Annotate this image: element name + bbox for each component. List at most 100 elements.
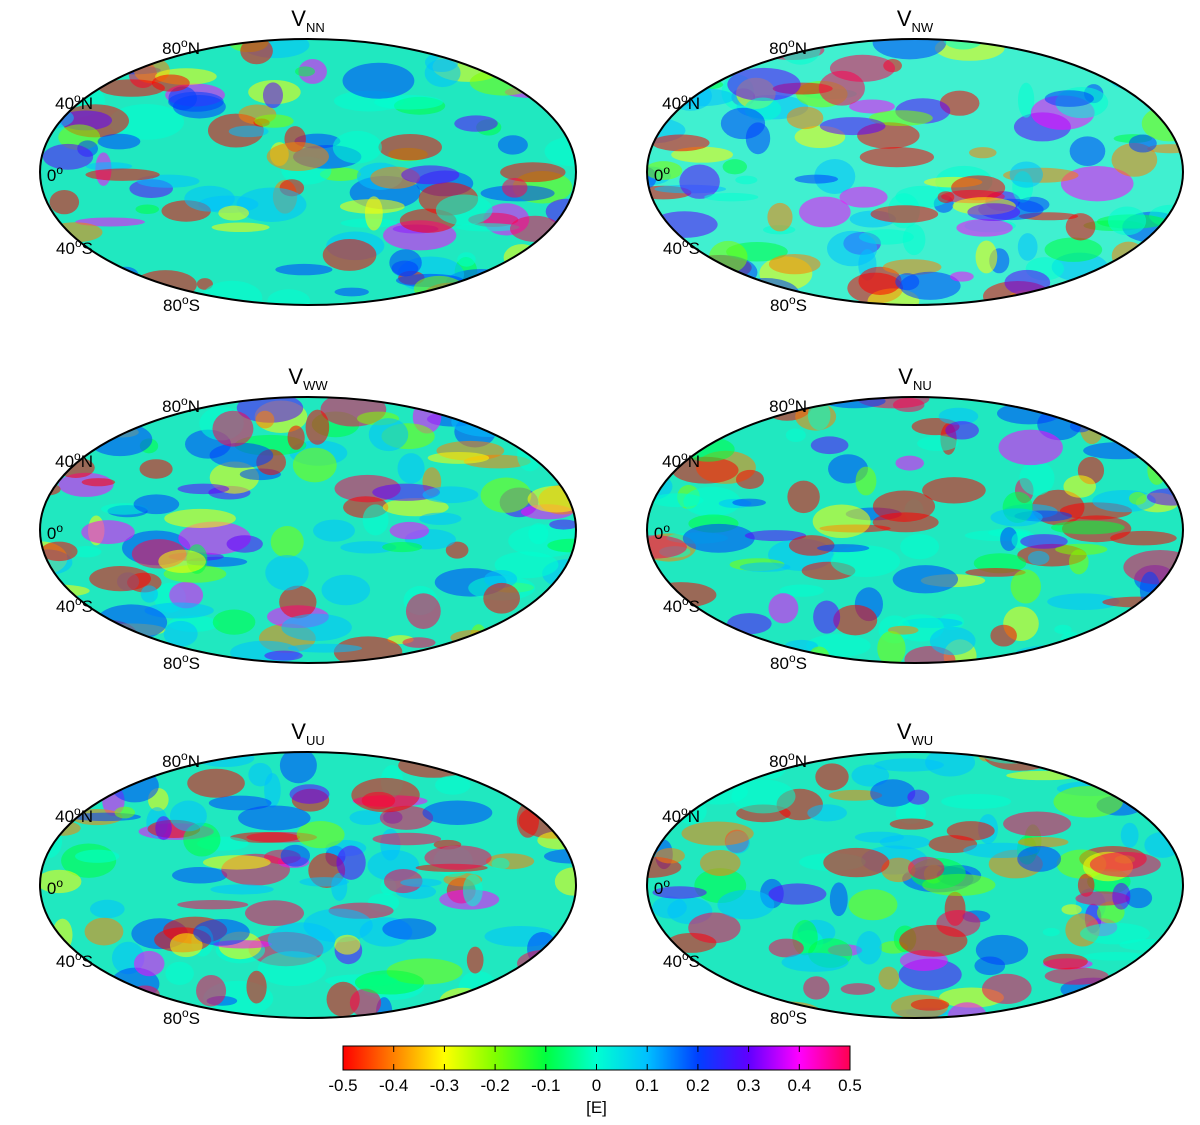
map-outline	[646, 38, 1184, 306]
lat-num: 40	[662, 94, 681, 113]
lat-num: 80	[163, 654, 182, 673]
lat-dir: N	[81, 452, 93, 471]
lat-num: 80	[769, 752, 788, 771]
lat-num: 80	[770, 1009, 789, 1028]
title-main: V	[288, 364, 303, 389]
lat-num: 40	[56, 952, 75, 971]
title-main: V	[897, 6, 912, 31]
map-outline	[39, 38, 577, 306]
lat-label: 0o	[654, 163, 670, 185]
lat-dir: N	[795, 39, 807, 58]
lat-num: 80	[770, 654, 789, 673]
lat-label: 80oN	[769, 394, 807, 416]
panel-title: VNU	[898, 364, 931, 393]
lat-num: 40	[56, 239, 75, 258]
lat-label: 80oS	[163, 651, 200, 673]
panel-title: VNN	[291, 6, 324, 35]
lat-deg: o	[789, 651, 796, 665]
lat-deg: o	[181, 749, 188, 763]
colorbar-tick-label: -0.3	[430, 1076, 459, 1095]
map-field	[647, 39, 1183, 305]
lat-dir: S	[689, 239, 700, 258]
lat-label: 40oN	[55, 449, 93, 471]
lat-label: 40oN	[662, 91, 700, 113]
lat-dir: S	[189, 654, 200, 673]
colorbar-tick-label: 0.5	[838, 1076, 862, 1095]
lat-deg: o	[789, 293, 796, 307]
colorbar-tick-label: 0.4	[787, 1076, 811, 1095]
lat-dir: N	[188, 397, 200, 416]
lat-label: 0o	[47, 163, 63, 185]
panel-title: VWW	[288, 364, 328, 393]
lat-label: 0o	[47, 876, 63, 898]
colorbar-label: [E]	[586, 1098, 607, 1117]
lat-deg: o	[74, 449, 81, 463]
lat-deg: o	[181, 36, 188, 50]
lat-deg: o	[182, 1006, 189, 1020]
lat-num: 80	[163, 1009, 182, 1028]
lat-label: 40oS	[56, 949, 93, 971]
lat-label: 40oN	[55, 804, 93, 826]
lat-num: 80	[162, 397, 181, 416]
lat-dir: S	[82, 952, 93, 971]
lat-label: 80oS	[163, 1006, 200, 1028]
lat-dir: N	[81, 807, 93, 826]
lat-dir: N	[188, 752, 200, 771]
lat-deg: o	[663, 876, 670, 890]
lat-deg: o	[56, 876, 63, 890]
lat-deg: o	[181, 394, 188, 408]
lat-label: 80oN	[769, 749, 807, 771]
lat-dir: S	[796, 1009, 807, 1028]
title-main: V	[897, 719, 912, 744]
lat-deg: o	[788, 36, 795, 50]
panel-title: VUU	[291, 719, 324, 748]
lat-label: 80oN	[162, 749, 200, 771]
colorbar-tick-label: 0	[592, 1076, 601, 1095]
lat-label: 0o	[654, 876, 670, 898]
lat-deg: o	[74, 804, 81, 818]
lat-label: 40oS	[663, 236, 700, 258]
lat-dir: N	[688, 94, 700, 113]
colorbar-tick-label: -0.5	[328, 1076, 357, 1095]
lat-dir: N	[795, 397, 807, 416]
lat-label: 80oS	[770, 1006, 807, 1028]
title-main: V	[898, 364, 913, 389]
lat-num: 0	[654, 879, 663, 898]
lat-label: 80oS	[163, 293, 200, 315]
lat-label: 40oS	[663, 949, 700, 971]
lat-num: 0	[47, 524, 56, 543]
lat-dir: N	[795, 752, 807, 771]
lat-label: 40oN	[662, 449, 700, 471]
panel-title: VNW	[897, 6, 934, 35]
lat-num: 40	[663, 952, 682, 971]
lat-deg: o	[682, 594, 689, 608]
panel-title: VWU	[897, 719, 933, 748]
lat-dir: S	[796, 654, 807, 673]
lat-num: 40	[55, 94, 74, 113]
colorbar-tick-label: 0.3	[737, 1076, 761, 1095]
lat-deg: o	[788, 749, 795, 763]
lat-deg: o	[663, 163, 670, 177]
lat-deg: o	[74, 91, 81, 105]
lat-deg: o	[682, 949, 689, 963]
lat-dir: S	[189, 296, 200, 315]
lat-label: 40oN	[55, 91, 93, 113]
lat-deg: o	[56, 163, 63, 177]
lat-dir: S	[82, 597, 93, 616]
map-outline	[39, 751, 577, 1019]
lat-label: 40oS	[56, 594, 93, 616]
lat-num: 80	[162, 752, 181, 771]
lat-num: 80	[770, 296, 789, 315]
lat-dir: N	[188, 39, 200, 58]
title-sub: WU	[912, 733, 934, 748]
lat-deg: o	[75, 236, 82, 250]
lat-deg: o	[789, 1006, 796, 1020]
lat-label: 0o	[47, 521, 63, 543]
map-outline	[39, 396, 577, 664]
colorbar-tick-label: -0.2	[480, 1076, 509, 1095]
